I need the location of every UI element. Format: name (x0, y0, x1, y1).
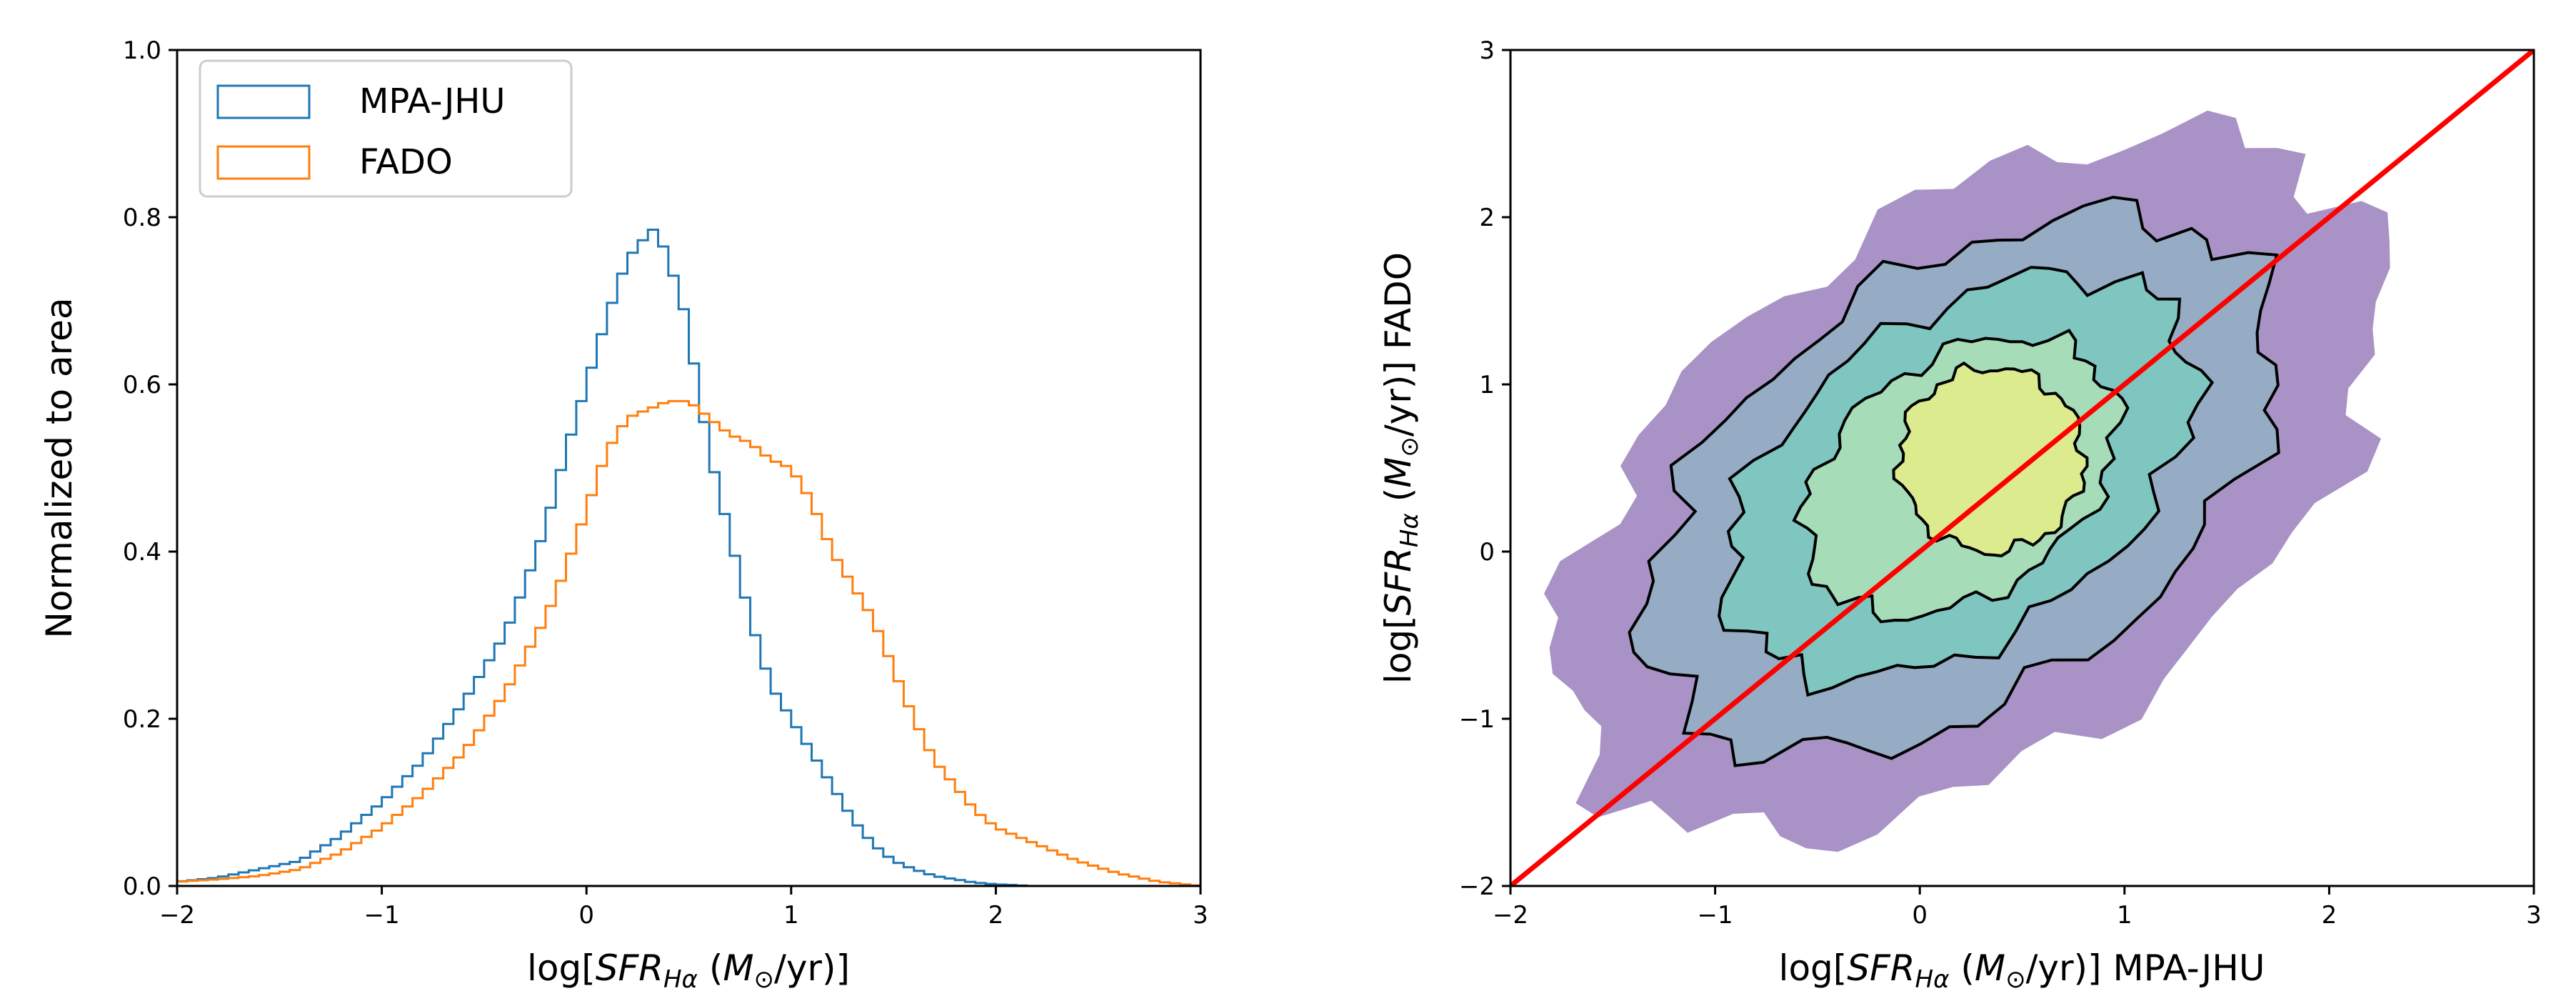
contour-y-tick-label: 3 (1479, 36, 1495, 65)
contour-y-ticks: −2 −1 0 1 2 3 (1459, 36, 1510, 901)
identity-line (1510, 50, 2534, 886)
legend-item-mpa: MPA-JHU (216, 81, 505, 121)
contour-level-fill-5 (1893, 363, 2088, 556)
legend-swatch-mpa (216, 84, 311, 119)
contour-y-tick-label: 1 (1479, 371, 1495, 399)
histogram-x-tick-label: 2 (988, 901, 1004, 930)
contour-level-line-5 (1892, 361, 2089, 558)
histogram-series-mpa-jhu (176, 229, 1028, 887)
histogram-x-tick-label: 3 (1193, 901, 1208, 930)
legend-box (199, 59, 573, 198)
contour-y-tick-label: −1 (1459, 705, 1495, 734)
histogram-y-tick-label: 0.4 (123, 538, 161, 567)
contour-axes-frame (1509, 49, 2535, 887)
contour-y-tick-label: 0 (1479, 538, 1495, 567)
histogram-axes-frame (176, 49, 1202, 887)
histogram-x-ticks: −2 −1 0 1 2 3 (159, 886, 1208, 930)
histogram-y-label: Normalized to area (39, 297, 80, 638)
histogram-x-tick-label: −1 (364, 901, 400, 930)
histogram-y-ticks: 0.0 0.2 0.4 0.6 0.8 1.0 (123, 36, 177, 901)
contour-level-line-4 (1792, 328, 2130, 624)
contour-level-line-2 (1628, 195, 2280, 767)
contour-x-tick-label: 2 (2322, 901, 2337, 930)
contour-y-tick-label: −2 (1459, 872, 1495, 901)
histogram-y-tick-label: 0.8 (123, 204, 161, 232)
histogram-x-tick-label: 1 (783, 901, 799, 930)
contour-x-tick-label: 3 (2526, 901, 2542, 930)
histogram-x-tick-label: −2 (159, 901, 195, 930)
contour-x-label: log[SFRHα (M⊙/yr)] MPA-JHU (1779, 947, 2265, 994)
contour-x-ticks: −2 −1 0 1 2 3 (1493, 886, 2542, 930)
legend-label-mpa: MPA-JHU (359, 81, 505, 121)
histogram-x-tick-label: 0 (578, 901, 594, 930)
legend-item-fado: FADO (216, 142, 453, 182)
contour-fill-group (1544, 110, 2390, 852)
contour-line-group (1628, 195, 2280, 767)
histogram-y-tick-label: 0.0 (123, 872, 161, 901)
legend: MPA-JHU FADO (199, 59, 573, 198)
histogram-y-tick-label: 1.0 (123, 36, 161, 65)
histogram-y-tick-label: 0.2 (123, 705, 161, 734)
histogram-series-fado (176, 399, 1202, 887)
contour-x-tick-label: −2 (1493, 901, 1528, 930)
histogram-series-group (176, 229, 1202, 887)
histogram-panel: −2 −1 0 1 2 3 0.0 0.2 0.4 0.6 0.8 1.0 log[SFRHα (M… (39, 36, 1208, 994)
legend-swatch-fado (216, 145, 311, 180)
histogram-y-tick-label: 0.6 (123, 371, 161, 399)
contour-panel: −2 −1 0 1 2 3 −2 −1 0 1 2 3 log[SFRHα (M⊙/yr)] MPA… (1378, 36, 2542, 994)
contour-x-tick-label: −1 (1698, 901, 1733, 930)
contour-x-tick-label: 1 (2117, 901, 2133, 930)
contour-y-label: log[SFRHα (M⊙/yr)] FADO (1378, 252, 1424, 684)
contour-level-line-3 (1718, 266, 2215, 697)
contour-x-tick-label: 0 (1912, 901, 1928, 930)
histogram-x-label: log[SFRHα (M⊙/yr)] (527, 947, 850, 994)
contour-y-tick-label: 2 (1479, 204, 1495, 232)
legend-label-fado: FADO (359, 142, 453, 182)
